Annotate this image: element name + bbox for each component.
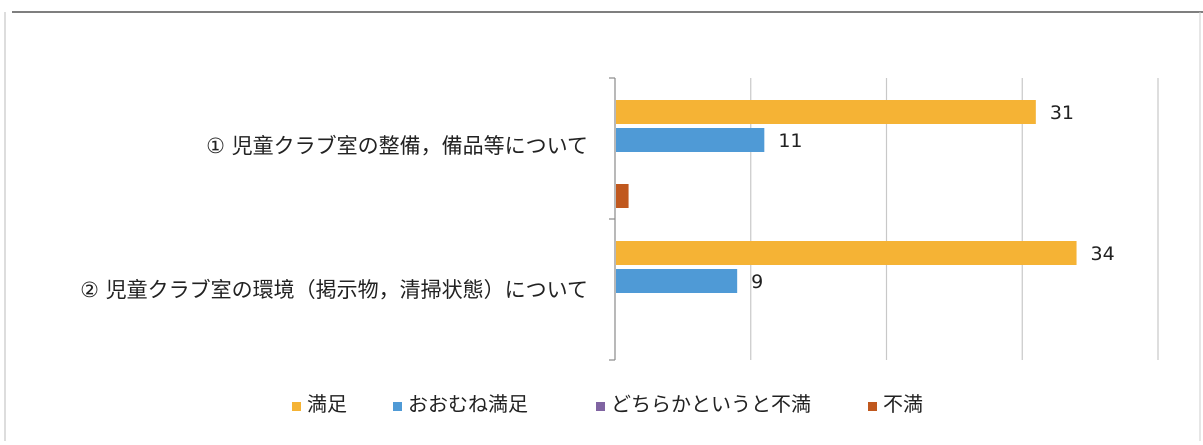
data-labels: 31 11 34 9: [751, 102, 1115, 293]
legend: 満足 おおむね満足 どちらかというと不満 不満: [292, 392, 923, 416]
bar: [616, 184, 629, 208]
data-label: 34: [1091, 243, 1115, 265]
category-axis: [609, 77, 616, 361]
legend-label: 満足: [307, 392, 347, 416]
bar: [616, 128, 765, 152]
bar: [616, 269, 738, 293]
gridlines: [750, 78, 1159, 360]
legend-label: おおむね満足: [408, 392, 528, 416]
category-label: ② 児童クラブ室の環境（掲示物，清掃状態）について: [80, 278, 588, 302]
legend-swatch: [292, 402, 301, 411]
data-label: 31: [1050, 102, 1074, 124]
legend-label: 不満: [883, 392, 923, 416]
legend-item: どちらかというと不満: [596, 392, 811, 416]
data-label: 11: [778, 130, 802, 152]
legend-swatch: [868, 402, 877, 411]
category-label: ① 児童クラブ室の整備，備品等について: [206, 134, 588, 158]
data-label: 9: [751, 271, 763, 293]
legend-swatch: [393, 402, 402, 411]
bars: [616, 100, 1077, 293]
legend-item: 満足: [292, 392, 347, 416]
bar: [616, 100, 1036, 124]
legend-item: おおむね満足: [393, 392, 528, 416]
legend-label: どちらかというと不満: [611, 392, 811, 416]
legend-swatch: [596, 402, 605, 411]
bar: [616, 241, 1077, 265]
category-labels: ① 児童クラブ室の整備，備品等について ② 児童クラブ室の環境（掲示物，清掃状態）…: [80, 134, 588, 302]
legend-item: 不満: [868, 392, 923, 416]
